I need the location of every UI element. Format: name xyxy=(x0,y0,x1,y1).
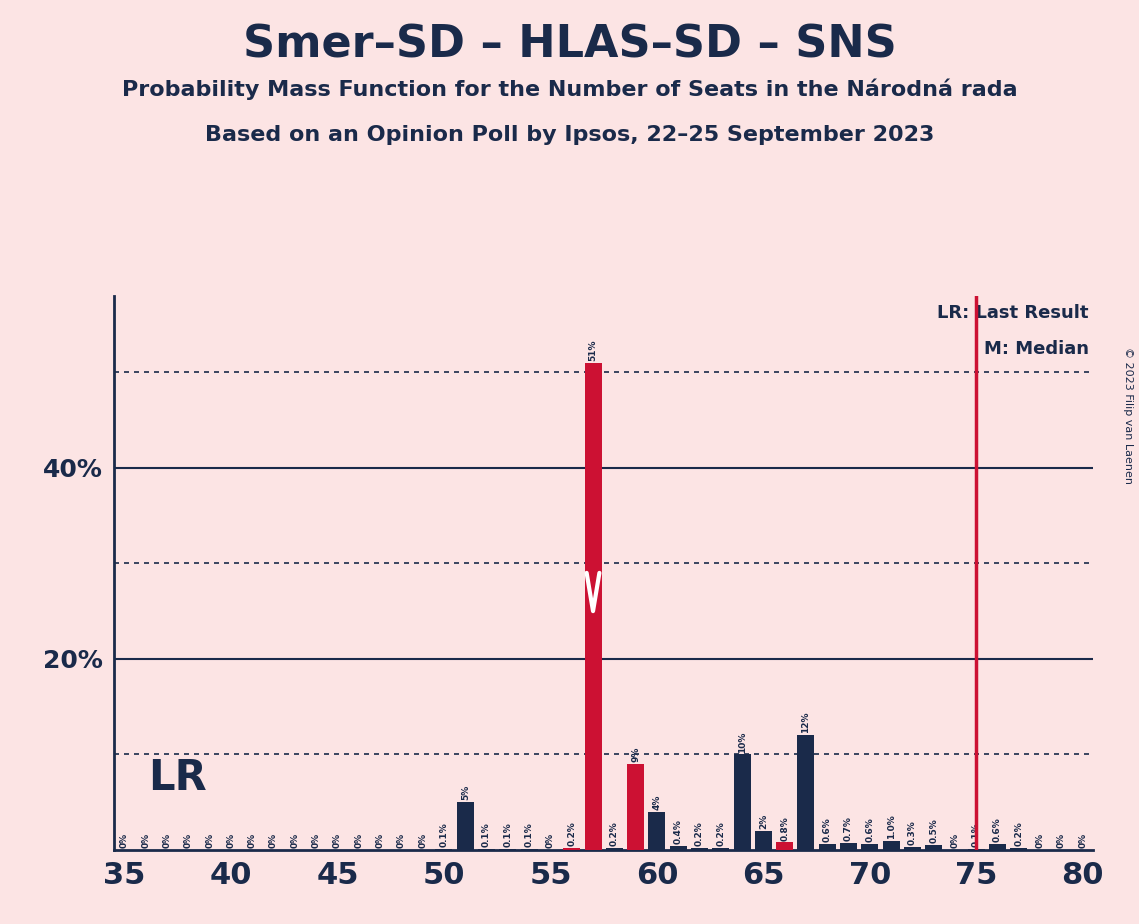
Text: 0.1%: 0.1% xyxy=(482,822,491,847)
Text: 0.1%: 0.1% xyxy=(525,822,534,847)
Text: 0.6%: 0.6% xyxy=(822,818,831,843)
Bar xyxy=(734,755,751,850)
Bar xyxy=(861,845,878,850)
Text: 0%: 0% xyxy=(163,833,172,848)
Text: 0%: 0% xyxy=(227,833,236,848)
Text: 0%: 0% xyxy=(312,833,321,848)
Bar xyxy=(606,848,623,850)
Bar xyxy=(670,846,687,850)
Text: 0%: 0% xyxy=(546,833,555,848)
Bar xyxy=(648,812,665,850)
Bar xyxy=(925,845,942,850)
Text: 0%: 0% xyxy=(248,833,256,848)
Text: Based on an Opinion Poll by Ipsos, 22–25 September 2023: Based on an Opinion Poll by Ipsos, 22–25… xyxy=(205,125,934,145)
Bar xyxy=(712,848,729,850)
Bar xyxy=(841,844,857,850)
Text: Smer–SD – HLAS–SD – SNS: Smer–SD – HLAS–SD – SNS xyxy=(243,23,896,67)
Bar xyxy=(968,849,985,850)
Text: 10%: 10% xyxy=(738,731,746,752)
Text: 0%: 0% xyxy=(1057,833,1066,848)
Text: M: Median: M: Median xyxy=(984,340,1089,358)
Text: 0%: 0% xyxy=(1035,833,1044,848)
Text: 0.1%: 0.1% xyxy=(440,822,449,847)
Text: 0%: 0% xyxy=(205,833,214,848)
Bar xyxy=(904,847,921,850)
Text: 0.7%: 0.7% xyxy=(844,817,853,842)
Text: 0.6%: 0.6% xyxy=(866,818,875,843)
Text: LR: LR xyxy=(148,758,207,799)
Text: 0%: 0% xyxy=(396,833,405,848)
Text: 0.2%: 0.2% xyxy=(609,821,618,846)
Text: 0%: 0% xyxy=(141,833,150,848)
Text: 0.8%: 0.8% xyxy=(780,816,789,841)
Text: 0%: 0% xyxy=(290,833,300,848)
Text: 0%: 0% xyxy=(354,833,363,848)
Bar xyxy=(521,849,538,850)
Text: 0%: 0% xyxy=(418,833,427,848)
Text: 5%: 5% xyxy=(461,785,469,800)
Bar xyxy=(883,841,900,850)
Bar xyxy=(499,849,516,850)
Text: 0.2%: 0.2% xyxy=(716,821,726,846)
Text: 2%: 2% xyxy=(759,814,768,829)
Bar xyxy=(797,736,814,850)
Text: 0%: 0% xyxy=(1079,833,1088,848)
Bar xyxy=(819,845,836,850)
Text: 4%: 4% xyxy=(653,795,662,810)
Text: 0%: 0% xyxy=(333,833,342,848)
Text: 0%: 0% xyxy=(183,833,192,848)
Text: 0%: 0% xyxy=(376,833,385,848)
Bar xyxy=(584,362,601,850)
Text: 0.2%: 0.2% xyxy=(695,821,704,846)
Text: 0.1%: 0.1% xyxy=(972,822,981,847)
Text: 51%: 51% xyxy=(589,339,598,360)
Text: LR: Last Result: LR: Last Result xyxy=(937,304,1089,322)
Bar xyxy=(755,831,772,850)
Bar xyxy=(776,843,793,850)
Text: 0.1%: 0.1% xyxy=(503,822,513,847)
Text: 0%: 0% xyxy=(951,833,959,848)
Bar xyxy=(691,848,708,850)
Text: 0.3%: 0.3% xyxy=(908,821,917,845)
Bar xyxy=(563,848,580,850)
Text: 9%: 9% xyxy=(631,747,640,762)
Bar xyxy=(478,849,495,850)
Text: 0%: 0% xyxy=(269,833,278,848)
Text: 0.6%: 0.6% xyxy=(993,818,1002,843)
Bar xyxy=(457,802,474,850)
Text: 0%: 0% xyxy=(120,833,129,848)
Bar xyxy=(989,845,1006,850)
Text: 0.2%: 0.2% xyxy=(1015,821,1024,846)
Bar xyxy=(435,849,452,850)
Text: 0.4%: 0.4% xyxy=(673,820,682,845)
Text: 0.2%: 0.2% xyxy=(567,821,576,846)
Bar xyxy=(628,764,645,850)
Text: © 2023 Filip van Laenen: © 2023 Filip van Laenen xyxy=(1123,347,1133,484)
Bar xyxy=(1010,848,1027,850)
Text: 1.0%: 1.0% xyxy=(886,814,895,839)
Text: 12%: 12% xyxy=(802,712,811,734)
Text: Probability Mass Function for the Number of Seats in the Národná rada: Probability Mass Function for the Number… xyxy=(122,79,1017,100)
Text: 0.5%: 0.5% xyxy=(929,819,939,844)
